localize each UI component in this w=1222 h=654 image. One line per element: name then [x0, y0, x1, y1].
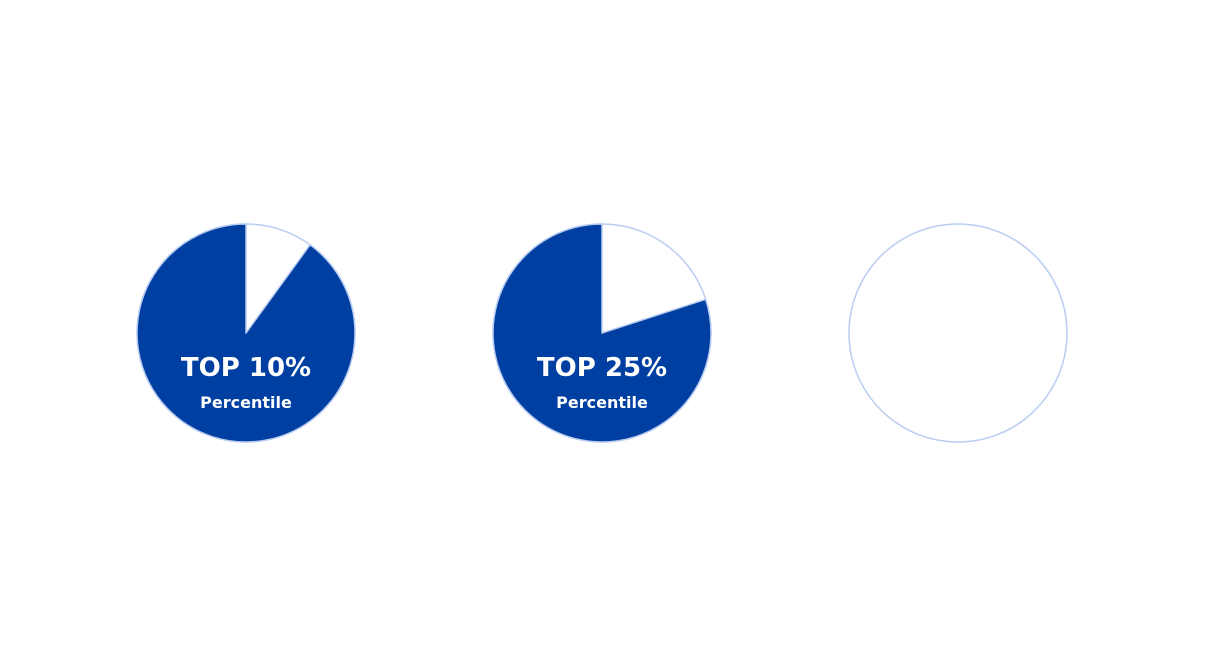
pie-1-subtitle: Percentile [200, 393, 292, 412]
pie-3-outline [848, 223, 1068, 443]
pie-chart-3 [848, 223, 1068, 443]
pie-chart-2: TOP 25% Percentile [492, 223, 712, 443]
pie-2-filled-slice [492, 223, 712, 443]
pie-1-title: TOP 10% [181, 353, 311, 383]
pie-2-subtitle: Percentile [556, 393, 648, 412]
pie-1-filled-slice [136, 223, 356, 443]
pie-2-title: TOP 25% [537, 353, 667, 383]
pie-chart-1: TOP 10% Percentile [136, 223, 356, 443]
